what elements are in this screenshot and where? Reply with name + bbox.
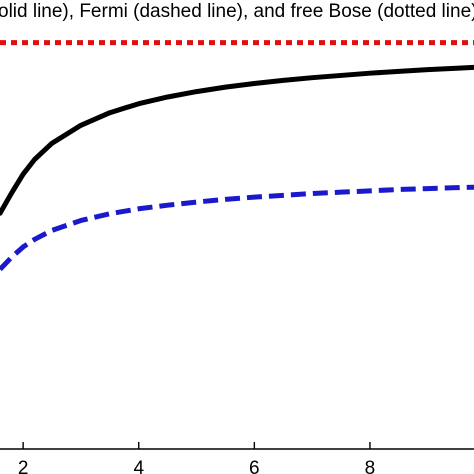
series-line-dashed [0, 184, 474, 272]
series-layer [0, 40, 474, 272]
x-axis-ticks: 2 4 6 8 [18, 442, 375, 474]
x-tick-label: 2 [18, 458, 29, 474]
x-tick-label: 8 [365, 458, 376, 474]
series-line-solid [0, 64, 474, 216]
chart-title: olid line), Fermi (dashed line), and fre… [0, 1, 474, 22]
x-tick-label: 4 [133, 458, 144, 474]
x-tick-label: 6 [249, 458, 260, 474]
